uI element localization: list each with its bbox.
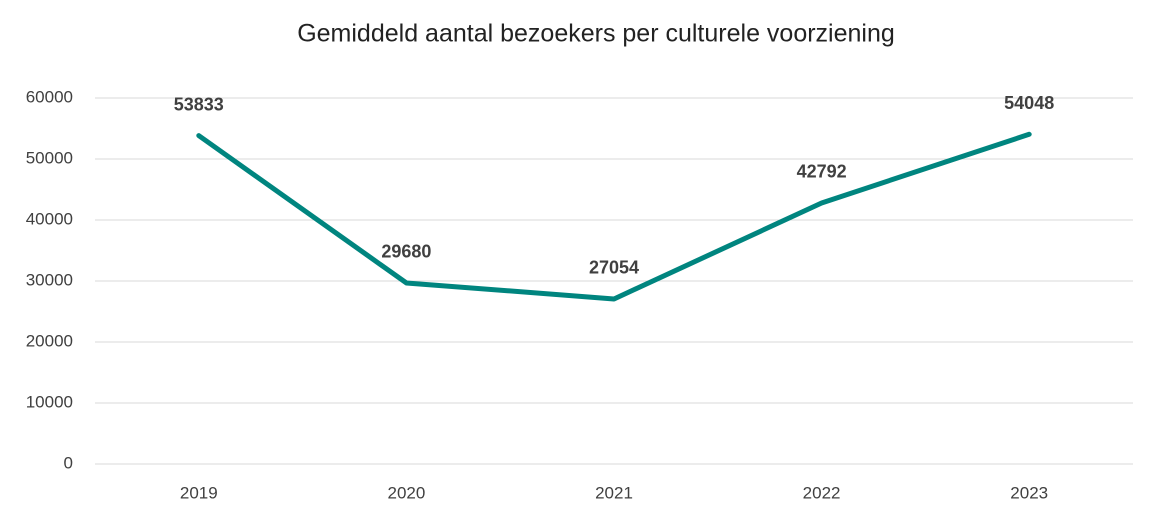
data-line	[196, 131, 1032, 302]
y-tick-label: 20000	[26, 331, 73, 350]
x-tick-label: 2022	[803, 483, 841, 502]
y-tick-label: 50000	[26, 148, 73, 167]
y-tick-label: 60000	[26, 87, 73, 106]
y-tick-label: 10000	[26, 392, 73, 411]
x-tick-label: 2019	[180, 483, 218, 502]
data-label: 53833	[174, 94, 224, 114]
x-tick-label: 2020	[387, 483, 425, 502]
data-label: 54048	[1004, 93, 1054, 113]
data-label: 27054	[589, 258, 639, 278]
x-tick-label: 2021	[595, 483, 633, 502]
x-tick-label: 2023	[1010, 483, 1048, 502]
data-label: 42792	[797, 162, 847, 182]
y-tick-label: 40000	[26, 209, 73, 228]
chart-title: Gemiddeld aantal bezoekers per culturele…	[297, 20, 895, 48]
data-label: 29680	[381, 242, 431, 262]
y-tick-label: 0	[64, 453, 73, 472]
y-tick-label: 30000	[26, 270, 73, 289]
